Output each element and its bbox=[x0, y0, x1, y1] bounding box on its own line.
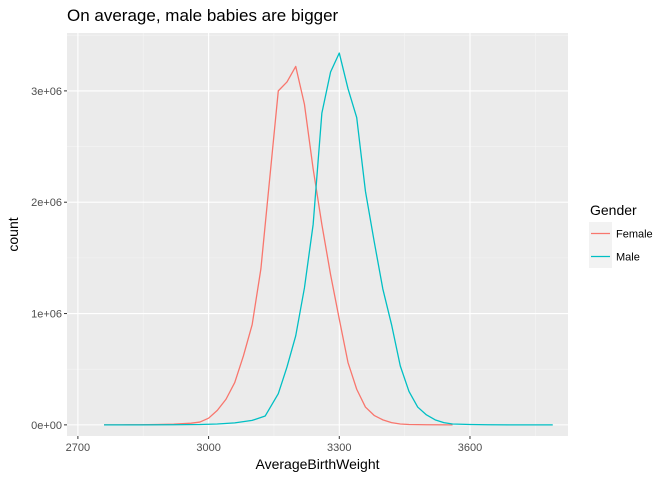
series-line-male bbox=[104, 52, 553, 426]
series-lines bbox=[104, 52, 553, 426]
y-tick-label: 1e+06 bbox=[31, 309, 62, 321]
minor-gridlines bbox=[67, 33, 568, 436]
x-tick-label: 3000 bbox=[196, 442, 220, 454]
x-axis-ticks: 2700 3000 3300 3600 bbox=[66, 436, 482, 454]
y-tick-label: 0e+00 bbox=[31, 420, 62, 432]
legend-title: Gender bbox=[590, 202, 637, 218]
y-tick-label: 2e+06 bbox=[31, 197, 62, 209]
x-axis-title: AverageBirthWeight bbox=[256, 456, 380, 472]
legend: Gender Female Male bbox=[589, 202, 653, 268]
legend-label-female: Female bbox=[616, 229, 653, 241]
x-tick-label: 3300 bbox=[327, 442, 351, 454]
legend-label-male: Male bbox=[616, 252, 640, 264]
y-axis-ticks: 0e+00 1e+06 2e+06 3e+06 bbox=[31, 86, 67, 432]
y-axis-title: count bbox=[5, 217, 21, 251]
x-tick-label: 3600 bbox=[458, 442, 482, 454]
plot-panel bbox=[67, 33, 568, 436]
y-tick-label: 3e+06 bbox=[31, 86, 62, 98]
series-line-female bbox=[104, 65, 453, 426]
x-tick-label: 2700 bbox=[66, 442, 90, 454]
chart-title: On average, male babies are bigger bbox=[67, 6, 339, 25]
